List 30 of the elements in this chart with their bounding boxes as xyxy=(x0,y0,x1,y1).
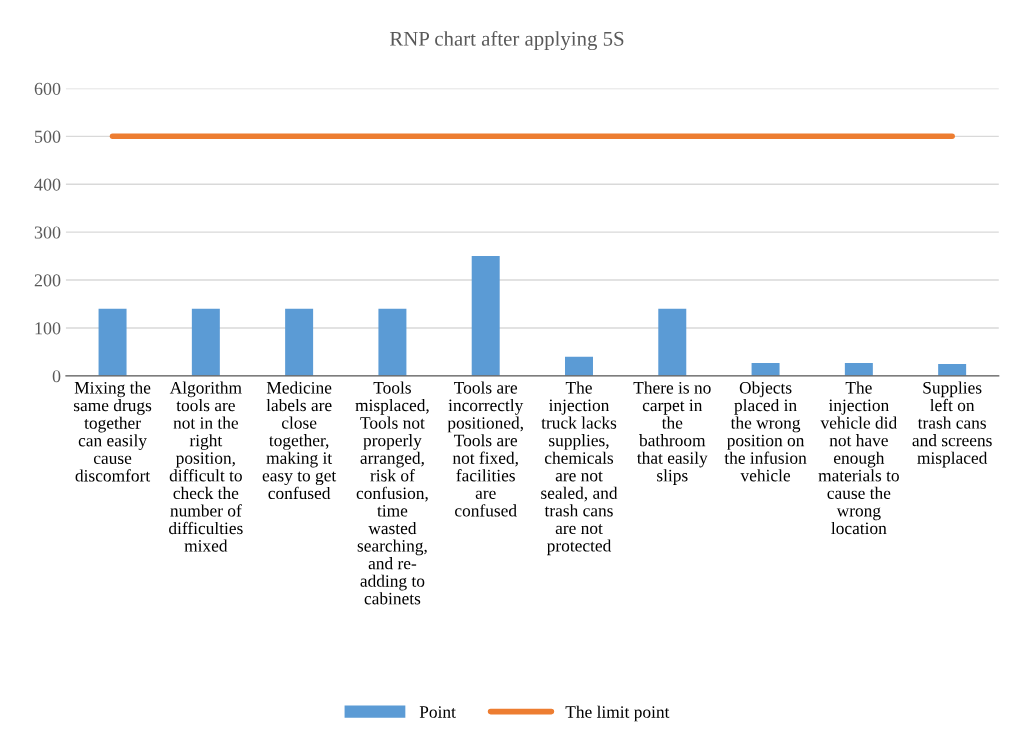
category-label: The injection vehicle did not have enough materials to cause the wrong location xyxy=(818,381,899,535)
x-tick-label: Mixing the same drugs together can easily cause discomfort xyxy=(73,381,152,482)
category-label: Algorithm tools are not in the right position, difficult to check the number of difficulties mixed xyxy=(169,381,243,552)
y-tick-label: 200 xyxy=(34,274,61,287)
bar xyxy=(285,308,314,376)
bar xyxy=(658,308,687,376)
category-label: Tools misplaced, Tools not properly arranged, risk of confusion, time wasted searching, and re- adding to cabinets xyxy=(355,381,429,605)
legend-label: The limit point xyxy=(565,705,670,722)
bar xyxy=(191,308,220,376)
x-tick-label: Objects placed in the wrong position on the infusion vehicle xyxy=(724,381,807,482)
category-label: The injection truck lacks supplies, chemicals are not sealed, and trash cans are not protected xyxy=(541,381,618,556)
bar xyxy=(751,362,780,376)
y-tick-label: 600 xyxy=(34,82,61,95)
bar xyxy=(471,256,500,376)
legend-label: Point xyxy=(419,706,456,718)
y-tick-label: 300 xyxy=(34,226,61,239)
y-tick-label: 400 xyxy=(34,178,61,191)
bar xyxy=(98,308,127,376)
y-tick-label: 100 xyxy=(35,322,61,335)
x-tick-label: There is no carpet in the bathroom that easily slips xyxy=(633,381,711,485)
x-tick-label: Tools are incorrectly positioned, Tools are not fixed, facilities are confused xyxy=(447,381,524,517)
chart-title: RNP chart after applying 5S xyxy=(389,30,624,51)
bar xyxy=(844,362,873,376)
y-tick-label: 0 xyxy=(52,370,61,383)
bar xyxy=(938,363,967,376)
bar xyxy=(378,308,407,376)
x-tick-label: Medicine labels are close together, making it easy to get confused xyxy=(262,381,337,500)
y-tick-label: 500 xyxy=(35,130,61,143)
x-tick-label: Supplies left on trash cans and screens misplaced xyxy=(912,381,992,468)
bar xyxy=(565,356,593,376)
